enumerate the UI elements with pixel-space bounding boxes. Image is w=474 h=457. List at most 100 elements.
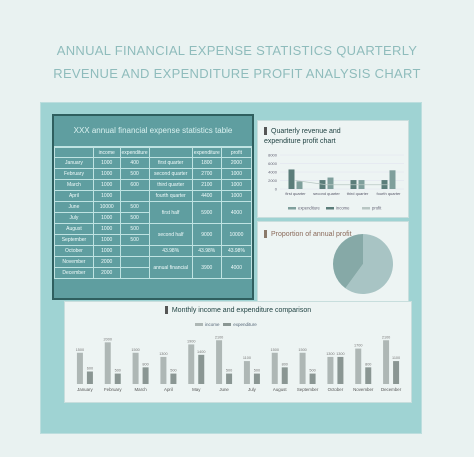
quarter-cell[interactable]: first quarter: [148, 157, 193, 169]
table-title: XXX annual financial expense statistics …: [54, 116, 252, 147]
quarter-profit-cell[interactable]: 1000: [220, 179, 253, 191]
quarter-expenditure-cell[interactable]: 1800: [191, 157, 222, 169]
table-header-cell[interactable]: [148, 147, 193, 158]
income-cell[interactable]: 1000: [92, 157, 121, 169]
bar-expenditure: [281, 367, 288, 384]
pie-chart-card[interactable]: Proportion of annual profit: [257, 221, 409, 302]
half2-value-cell[interactable]: 9000: [191, 223, 222, 246]
expenditure-cell[interactable]: [119, 256, 150, 268]
expenditure-cell[interactable]: 500: [119, 212, 150, 224]
monthly-title-text: Monthly income and expenditure compariso…: [171, 306, 312, 314]
income-cell[interactable]: 1000: [92, 168, 121, 180]
pie-title-text: Proportion of annual profit: [271, 230, 352, 238]
data-label-expenditure: 600: [87, 367, 93, 371]
bar-income: [132, 352, 139, 384]
legend-label: income: [336, 206, 350, 211]
expenditure-cell[interactable]: 500: [119, 168, 150, 180]
quarter-profit-cell[interactable]: 2000: [220, 157, 253, 169]
bar-expenditure: [309, 373, 316, 384]
expenditure-cell[interactable]: 500: [119, 201, 150, 213]
monthly-legend: income expenditure: [195, 322, 257, 327]
percent-cell[interactable]: 43.98%: [148, 245, 193, 257]
bar-income: [76, 352, 83, 384]
bar-expenditure: [389, 170, 396, 189]
quarter-profit-cell[interactable]: 1000: [220, 168, 253, 180]
data-label-income: 1500: [271, 348, 279, 352]
quarter-cell[interactable]: second quarter: [148, 168, 193, 180]
half1-label-cell[interactable]: first half: [148, 201, 193, 224]
quarter-cell[interactable]: fourth quarter: [148, 190, 193, 202]
percent-cell[interactable]: 43.98%: [191, 245, 222, 257]
quarter-profit-cell[interactable]: 1000: [220, 190, 253, 202]
expenditure-cell[interactable]: 500: [119, 234, 150, 246]
chart-title-icon: [264, 127, 267, 136]
data-label-expenditure: 1400: [197, 350, 205, 354]
table-header-cell[interactable]: expenditure: [119, 147, 150, 158]
income-cell[interactable]: 1000: [92, 234, 121, 246]
expenditure-cell[interactable]: 400: [119, 157, 150, 169]
data-label-income: 2100: [382, 335, 390, 339]
bar-expenditure: [170, 373, 177, 384]
income-cell[interactable]: 10000: [92, 201, 121, 213]
bar-expenditure: [365, 367, 372, 384]
x-tick-label: July: [248, 387, 257, 392]
month-cell[interactable]: July: [54, 212, 94, 224]
month-cell[interactable]: April: [54, 190, 94, 202]
table-header-cell[interactable]: [54, 147, 94, 158]
income-cell[interactable]: 2000: [92, 256, 121, 268]
annual-label-cell[interactable]: annual financial: [148, 256, 193, 279]
month-cell[interactable]: February: [54, 168, 94, 180]
quarterly-title-line2: expenditure profit chart: [264, 138, 336, 145]
month-cell[interactable]: November: [54, 256, 94, 268]
quarter-cell[interactable]: third quarter: [148, 179, 193, 191]
legend-swatch-income: [195, 323, 203, 327]
month-cell[interactable]: August: [54, 223, 94, 235]
pie-slice: [345, 234, 393, 294]
income-cell[interactable]: 1000: [92, 190, 121, 202]
bar-income: [188, 344, 195, 384]
bar-income: [104, 342, 111, 384]
month-cell[interactable]: March: [54, 179, 94, 191]
data-label-expenditure: 500: [115, 369, 121, 373]
month-cell[interactable]: December: [54, 267, 94, 279]
table-header-cell[interactable]: income: [92, 147, 121, 158]
data-label-expenditure: 500: [170, 369, 176, 373]
expenditure-cell[interactable]: 600: [119, 179, 150, 191]
half1-value-cell[interactable]: 5900: [191, 201, 222, 224]
table-header-cell[interactable]: expenditure: [191, 147, 222, 158]
income-cell[interactable]: 1000: [92, 179, 121, 191]
income-cell[interactable]: 1000: [92, 212, 121, 224]
quarter-expenditure-cell[interactable]: 2700: [191, 168, 222, 180]
expenditure-cell[interactable]: [119, 245, 150, 257]
quarter-expenditure-cell[interactable]: 2100: [191, 179, 222, 191]
legend-swatch: [362, 207, 370, 210]
expenditure-cell[interactable]: [119, 267, 150, 279]
month-cell[interactable]: October: [54, 245, 94, 257]
month-cell[interactable]: September: [54, 234, 94, 246]
half1-value-cell[interactable]: 4000: [220, 201, 253, 224]
expenditure-cell[interactable]: 500: [119, 223, 150, 235]
quarterly-chart-card[interactable]: Quarterly revenue and expenditure profit…: [257, 120, 409, 218]
table-row: October 1000 43.98% 43.98% 43.98%: [54, 245, 253, 257]
income-cell[interactable]: 2000: [92, 267, 121, 279]
half2-label-cell[interactable]: second half: [148, 223, 193, 246]
month-cell[interactable]: January: [54, 157, 94, 169]
bar-income: [216, 340, 223, 384]
expenditure-cell[interactable]: [119, 190, 150, 202]
quarter-expenditure-cell[interactable]: 4400: [191, 190, 222, 202]
data-label-income: 1900: [187, 339, 195, 343]
monthly-chart-card[interactable]: Monthly income and expenditure compariso…: [64, 301, 412, 403]
income-cell[interactable]: 1000: [92, 223, 121, 235]
annual-value-cell[interactable]: 3900: [191, 256, 222, 279]
half2-value-cell[interactable]: 10000: [220, 223, 253, 246]
annual-value-cell[interactable]: 4000: [220, 256, 253, 279]
percent-cell[interactable]: 43.98%: [220, 245, 253, 257]
data-label-expenditure: 1100: [392, 356, 400, 360]
table-header-cell[interactable]: profit: [220, 147, 253, 158]
x-tick-label: October: [328, 387, 344, 392]
month-cell[interactable]: June: [54, 201, 94, 213]
expense-table-panel: XXX annual financial expense statistics …: [52, 114, 254, 300]
monthly-chart-title: Monthly income and expenditure compariso…: [65, 306, 411, 314]
data-label-income: 2100: [215, 335, 223, 339]
income-cell[interactable]: 1000: [92, 245, 121, 257]
